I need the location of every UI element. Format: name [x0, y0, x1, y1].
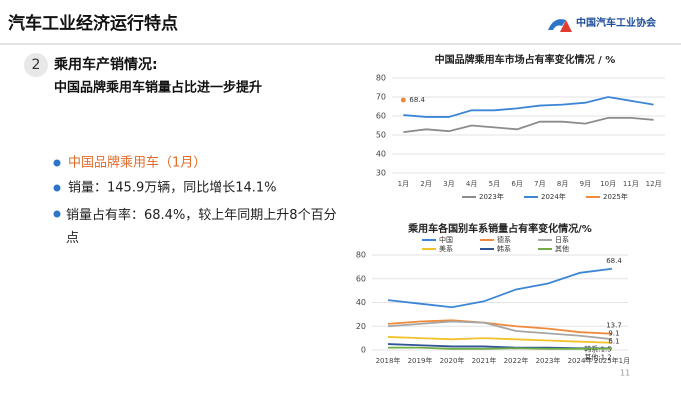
series-line [387, 267, 613, 309]
section-badge [24, 53, 48, 77]
bullet-text: 销量占有率：68.4%，较上年同期上升8个百分点 [66, 208, 337, 246]
logo-mark [560, 20, 572, 32]
data-label: 9.1 [608, 330, 619, 338]
series-line [387, 320, 613, 341]
x-tick-label: 2024年 [568, 356, 593, 365]
y-tick-label: 40 [356, 298, 366, 307]
legend-label: 2024年 [541, 192, 566, 201]
x-tick-label: 10月 [600, 180, 616, 188]
legend-label: 韩系 [497, 244, 511, 253]
point [400, 97, 406, 103]
x-tick-label: 2023年 [536, 356, 561, 365]
header-band [0, 0, 681, 44]
x-tick-label: 2020年 [440, 356, 465, 365]
y-tick-label: 20 [356, 322, 366, 331]
chart-title: 乘用车各国别车系销量占有率变化情况/% [407, 222, 592, 235]
legend-label: 中国 [439, 235, 453, 244]
data-label: 6.1 [608, 338, 619, 346]
series-line [387, 336, 613, 344]
legend-label: 2023年 [479, 192, 504, 201]
section-number: 2 [32, 57, 41, 73]
legend-label: 美系 [439, 244, 453, 253]
chart-title: 中国品牌乘用车市场占有率变化情况 / % [435, 53, 616, 66]
x-tick-label: 5月 [489, 180, 500, 188]
x-tick-label: 4月 [466, 180, 477, 188]
bullet-dot [53, 210, 61, 218]
legend-label: 日系 [555, 235, 569, 244]
y-tick-label: 80 [356, 251, 366, 260]
series-line [387, 319, 613, 335]
x-tick-label: 2019年 [408, 356, 433, 365]
data-label: 68.4 [606, 257, 622, 265]
x-tick-label: 6月 [511, 180, 522, 188]
x-tick-label: 1月 [398, 180, 409, 188]
bullet-text: 中国品牌乘用车（1月） [68, 155, 206, 171]
y-tick-label: 50 [376, 131, 386, 140]
legend-label: 其他 [555, 244, 569, 253]
legend-label: 德系 [497, 235, 511, 244]
y-tick-label: 60 [376, 112, 386, 121]
x-tick-label: 9月 [580, 180, 591, 188]
data-label: 68.4 [409, 96, 425, 104]
logo-mark [548, 19, 566, 30]
x-tick-label: 3月 [443, 180, 454, 188]
series-line [403, 96, 654, 118]
x-tick-label: 2月 [420, 180, 431, 188]
y-tick-label: 60 [356, 274, 366, 283]
y-tick-label: 30 [376, 169, 386, 178]
bullet-box: 销量占有率：68.4%，较上年同期上升8个百分点 [66, 208, 337, 246]
x-tick-label: 8月 [557, 180, 568, 188]
y-tick-label: 0 [361, 346, 366, 355]
legend-label: 2025年 [603, 192, 628, 201]
x-tick-label: 2022年 [504, 356, 529, 365]
bullet-dot [53, 159, 61, 167]
x-tick-label: 12月 [646, 180, 662, 188]
series-line [403, 117, 654, 134]
x-tick-label: 2021年 [472, 356, 497, 365]
x-tick-label: 2025年1月 [594, 356, 630, 365]
y-tick-label: 70 [376, 93, 386, 102]
y-tick-label: 80 [376, 74, 386, 83]
data-label: 13.7 [606, 322, 622, 330]
series-line [388, 346, 613, 350]
y-tick-label: 40 [376, 150, 386, 159]
bullet-dot [53, 184, 61, 192]
section-title: 乘用车产销情况: [53, 56, 158, 73]
x-tick-label: 11月 [623, 180, 639, 188]
section-subtitle: 中国品牌乘用车销量占比进一步提升 [54, 80, 262, 96]
x-tick-label: 7月 [534, 180, 545, 188]
data-label: 其他:1.2 [584, 353, 612, 362]
logo-text: 中国汽车工业协会 [576, 16, 656, 29]
x-tick-label: 2018年 [376, 356, 401, 365]
bullet-text: 销量：145.9万辆，同比增长14.1% [68, 181, 277, 196]
header-title: 汽车工业经济运行特点 [8, 13, 178, 34]
page-number: 11 [620, 369, 630, 378]
